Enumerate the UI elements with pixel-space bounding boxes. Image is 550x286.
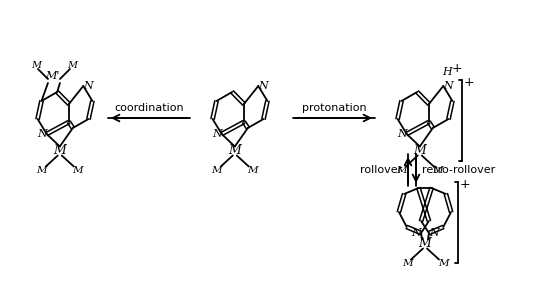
Text: M: M bbox=[36, 166, 47, 175]
Text: M: M bbox=[438, 259, 448, 268]
Text: N: N bbox=[37, 129, 47, 139]
Text: M: M bbox=[228, 144, 241, 157]
Text: M: M bbox=[397, 166, 407, 175]
Text: M: M bbox=[402, 259, 412, 268]
Text: +: + bbox=[452, 61, 463, 74]
Text: M: M bbox=[53, 144, 66, 157]
Text: +: + bbox=[463, 76, 474, 88]
Text: M: M bbox=[73, 166, 83, 175]
Text: M: M bbox=[432, 166, 443, 175]
Text: N: N bbox=[258, 81, 268, 91]
Text: N: N bbox=[443, 81, 453, 91]
Text: M: M bbox=[67, 61, 77, 69]
Text: N: N bbox=[411, 228, 421, 238]
Text: rollover: rollover bbox=[360, 165, 402, 175]
Text: H: H bbox=[442, 67, 452, 77]
Text: N: N bbox=[84, 81, 93, 91]
Text: M': M' bbox=[45, 71, 59, 81]
Text: retro-rollover: retro-rollover bbox=[422, 165, 495, 175]
Text: M: M bbox=[419, 237, 431, 250]
Text: M: M bbox=[248, 166, 258, 175]
Text: +: + bbox=[459, 178, 470, 190]
Text: protonation: protonation bbox=[302, 103, 366, 113]
Text: coordination: coordination bbox=[114, 103, 184, 113]
Text: M: M bbox=[414, 144, 426, 157]
Text: M: M bbox=[31, 61, 41, 69]
Text: N: N bbox=[212, 129, 222, 139]
Text: N: N bbox=[397, 129, 406, 139]
Text: M: M bbox=[211, 166, 222, 175]
Text: N: N bbox=[429, 228, 439, 238]
